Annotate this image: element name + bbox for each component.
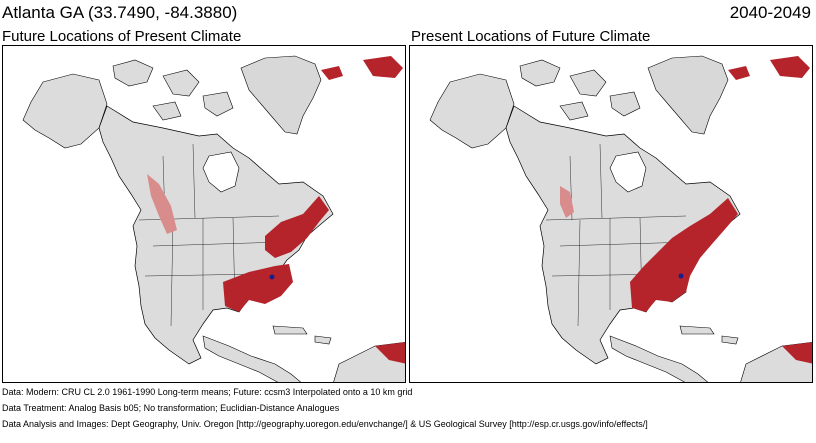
arctic-islands bbox=[112, 59, 234, 121]
footer-data-treatment: Data Treatment: Analog Basis b05; No tra… bbox=[2, 403, 340, 413]
target-location-dot bbox=[678, 273, 684, 279]
footer-credits: Data Analysis and Images: Dept Geography… bbox=[2, 419, 648, 429]
political-borders bbox=[545, 143, 691, 327]
left-map-svg bbox=[22, 55, 405, 382]
right-panel-title: Present Locations of Future Climate bbox=[411, 28, 651, 45]
arctic-islands bbox=[519, 59, 641, 121]
caribbean-islands bbox=[272, 325, 332, 345]
analog-region-south-america bbox=[375, 342, 405, 364]
alaska-landmass bbox=[429, 73, 515, 149]
political-borders bbox=[138, 143, 284, 327]
left-map-panel bbox=[2, 45, 406, 383]
hudson-bay bbox=[202, 151, 240, 193]
right-map-svg bbox=[429, 55, 812, 382]
caribbean-islands bbox=[679, 325, 739, 345]
analog-region-interior-west bbox=[560, 186, 574, 218]
analog-region-south-america bbox=[782, 342, 812, 364]
analog-region-greenland-coast bbox=[321, 56, 403, 80]
analog-region-southeast bbox=[223, 264, 293, 312]
greenland-landmass bbox=[240, 55, 322, 135]
central-america-landmass bbox=[202, 335, 302, 382]
central-america-landmass bbox=[609, 335, 709, 382]
page-title: Atlanta GA (33.7490, -84.3880) bbox=[2, 3, 238, 22]
analog-region-greenland-coast bbox=[728, 56, 810, 80]
hudson-bay bbox=[609, 151, 647, 193]
greenland-landmass bbox=[647, 55, 729, 135]
analog-region-eastern-us bbox=[630, 198, 738, 312]
time-period-label: 2040-2049 bbox=[729, 3, 811, 22]
north-america-landmass bbox=[98, 105, 334, 365]
analog-region-northeast bbox=[265, 196, 329, 258]
left-panel-title: Future Locations of Present Climate bbox=[2, 28, 242, 45]
footer-data-source: Data: Modern: CRU CL 2.0 1961-1990 Long-… bbox=[2, 387, 413, 397]
right-map-panel bbox=[409, 45, 813, 383]
target-location-dot bbox=[269, 274, 275, 280]
alaska-landmass bbox=[22, 73, 108, 149]
analog-region-pacific-northwest bbox=[147, 174, 177, 234]
